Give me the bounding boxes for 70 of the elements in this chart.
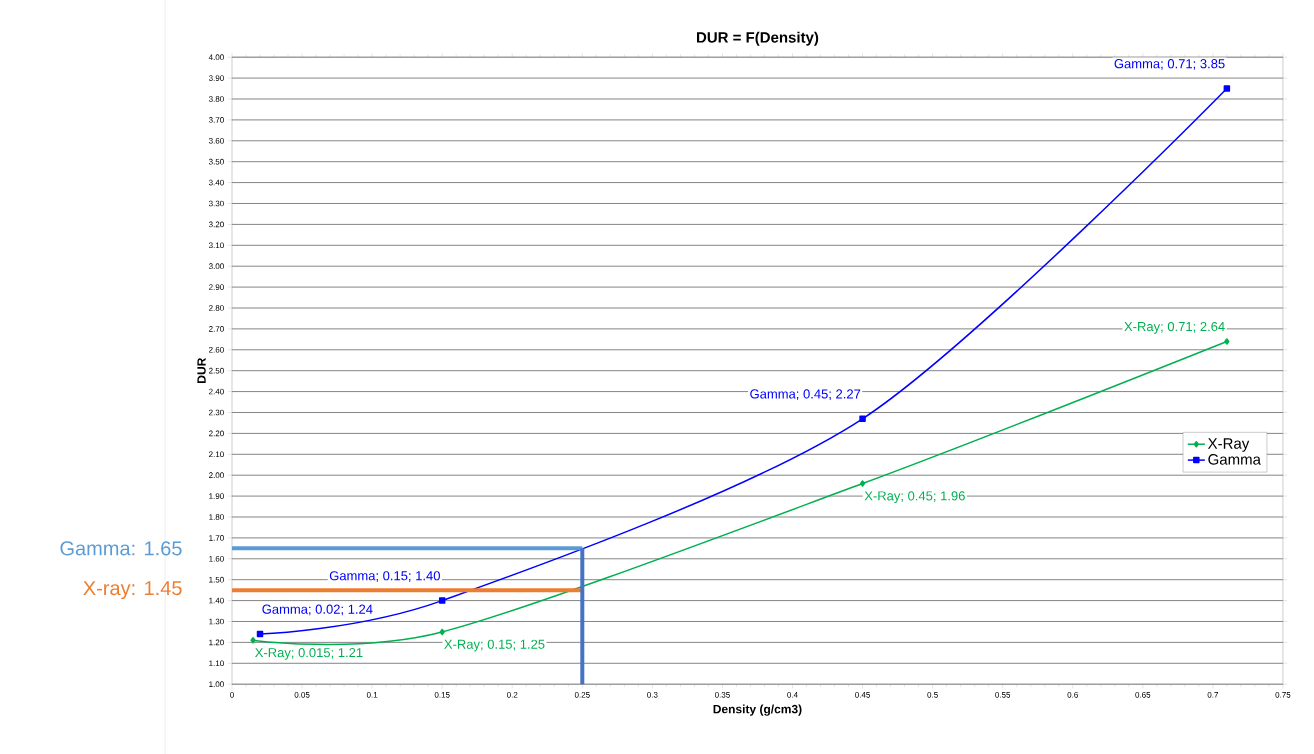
y-tick-label: 3.80 [208,95,224,102]
annotation: X-ray: 1.45 [83,581,182,599]
data-label: Gamma; 0.71; 3.85 [1114,58,1225,70]
x-tick-label: 0.35 [714,691,730,698]
y-tick-label: 3.20 [208,221,224,228]
y-tick-label: 3.60 [208,137,224,144]
y-tick-label: 1.80 [209,513,224,520]
x-tick-label: 0.1 [366,691,378,698]
data-label: Gamma; 0.45; 2.27 [750,389,861,400]
y-tick-label: 1.60 [209,555,224,562]
y-tick-label: 1.50 [209,576,224,583]
x-tick-label: 0.45 [855,691,870,698]
x-axis-title: Density (g/cm3) [713,704,802,716]
point [256,630,264,638]
y-tick-label: 2.80 [209,304,224,311]
y-tick-label: 2.40 [209,388,224,395]
y-tick-label: 1.30 [209,618,224,625]
chart-title: DUR = F(Density) [697,31,819,46]
x-tick-label: 0.65 [1135,691,1151,698]
y-tick-label: 3.50 [208,158,224,165]
data-label: Gamma; 0.02; 1.24 [262,604,373,616]
data-label: X-Ray; 0.71; 2.64 [1124,321,1225,334]
y-tick-label: 2.90 [209,284,224,290]
y-tick-label: 3.00 [208,263,224,269]
data-label: X-Ray; 0.45; 1.96 [864,491,965,503]
x-tick-label: 0.7 [1207,691,1219,698]
y-tick-label: 2.60 [209,346,224,353]
x-tick-label: 0.6 [1067,691,1078,698]
y-tick-label: 2.50 [209,367,224,374]
y-tick-label: 3.40 [208,179,224,186]
x-tick-label: 0.5 [927,691,938,698]
y-tick-label: 3.10 [208,242,224,248]
point [1223,85,1231,92]
annotation: Gamma: 1.65 [60,541,182,556]
y-tick-label: 1.40 [209,597,224,604]
x-tick-label: 0.2 [507,691,518,698]
point [859,480,866,487]
y-tick-label: 2.00 [209,472,224,478]
x-tick-label: 0.25 [574,691,590,698]
y-tick-label: 3.90 [208,75,224,81]
point [250,636,256,644]
y-tick-label: 1.20 [209,639,224,646]
y-tick-label: 3.70 [208,116,224,123]
data-label: Gamma; 0.15; 1.40 [329,570,440,582]
legend-label: X-Ray [1207,438,1250,452]
y-tick-label: 3.30 [208,200,224,207]
y-tick-label: 2.20 [209,430,224,437]
x-tick-label: 0.75 [1275,691,1291,698]
point [439,628,445,635]
y-tick-label: 1.70 [209,534,224,541]
y-tick-label: 1.00 [209,681,224,687]
legend-label: Gamma [1208,453,1261,465]
y-tick-label: 2.10 [209,451,224,457]
point [1224,337,1230,345]
point [859,415,866,422]
x-tick-label: 0.4 [787,691,798,698]
x-tick-label: 0.55 [995,691,1011,698]
x-tick-label: 0.3 [647,691,658,698]
y-tick-label: 1.10 [209,660,224,666]
y-tick-label: 4.00 [208,54,224,60]
y-tick-label: 2.70 [209,325,224,332]
x-tick-label: 0.05 [294,691,310,698]
point [438,597,446,604]
x-tick-label: 0.15 [434,691,450,698]
y-tick-label: 2.30 [209,409,224,416]
data-label: X-Ray; 0.015; 1.21 [255,647,363,660]
y-axis-title: DUR [197,357,206,383]
data-label: X-Ray; 0.15; 1.25 [444,639,545,652]
y-tick-label: 1.90 [209,493,224,499]
x-tick-label: 0 [230,691,234,698]
